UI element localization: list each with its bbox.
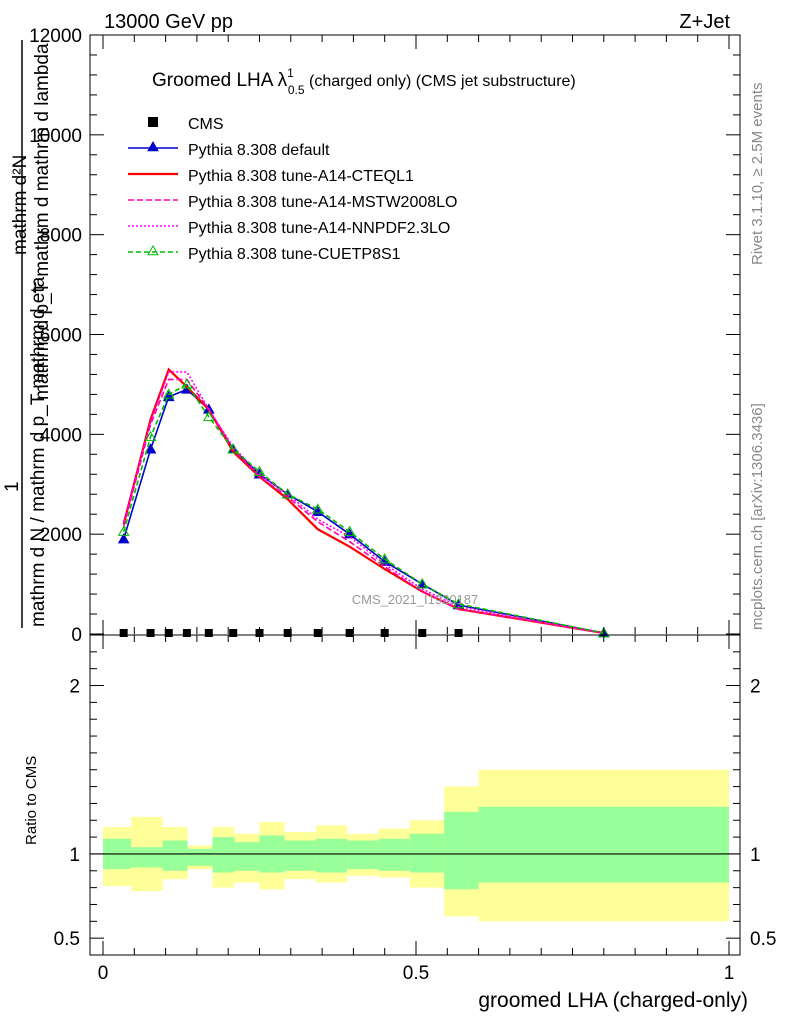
data-point-triangle	[378, 553, 391, 564]
cms-data-point	[345, 629, 354, 637]
data-point-triangle	[227, 443, 240, 454]
process-label: Z+Jet	[679, 11, 730, 33]
series-line	[122, 383, 604, 634]
ylabel-main-num-den: mathrm d p_T mathrm d mathrm d lambda	[32, 43, 53, 400]
legend-label: CMS	[188, 116, 224, 133]
data-point-triangle	[117, 533, 130, 544]
main-ytick-label: 10000	[29, 126, 82, 147]
legend-label: Pythia 8.308 tune-A14-NNPDF2.3LO	[188, 220, 450, 237]
data-point-triangle	[147, 244, 159, 256]
ratio-ytick-label-right: 2	[750, 677, 761, 698]
uncertainty-band-green	[378, 838, 410, 871]
uncertainty-band-green	[444, 811, 479, 890]
main-title-prefix: Groomed LHA	[152, 70, 278, 91]
watermark: CMS_2021_I1920187	[352, 592, 479, 607]
rivet-label: Rivet 3.1.10, ≥ 2.5M events	[749, 83, 766, 266]
main-title-sup: 1	[287, 66, 294, 80]
cms-data-point	[146, 629, 155, 637]
data-point-triangle	[144, 443, 157, 454]
ratio-plot-marks	[90, 769, 740, 922]
data-point-triangle	[162, 388, 175, 399]
uncertainty-band-green	[212, 837, 235, 873]
ratio-ytick-label-left: 0.5	[54, 929, 80, 950]
uncertainty-band-green	[409, 833, 445, 873]
ratio-ylabel: Ratio to CMS	[23, 756, 40, 845]
main-y-ticks: 0 2000 4000 6000 8000 10000 12000	[29, 26, 740, 646]
ratio-ytick-label-left: 1	[69, 845, 80, 866]
cms-data-point	[119, 629, 128, 637]
cms-data-point	[204, 629, 213, 637]
main-ytick-label: 4000	[40, 425, 82, 446]
cms-data-point	[164, 629, 173, 637]
data-point-triangle	[281, 488, 294, 499]
cms-data-point	[454, 629, 463, 637]
ratio-ytick-label-left: 2	[69, 677, 80, 698]
data-point-triangle	[452, 598, 465, 609]
uncertainty-band-green	[347, 840, 379, 870]
main-ytick-label: 6000	[40, 326, 82, 347]
xtick-label: 1	[724, 963, 735, 984]
cms-data-point	[229, 629, 238, 637]
main-title-lambda: λ	[278, 70, 288, 91]
data-point-triangle	[343, 525, 356, 536]
uncertainty-band-green	[234, 842, 260, 871]
energy-label: 13000 GeV pp	[104, 11, 233, 33]
ratio-plot-panel: 0.5 0.51 12 2 0 0.5 1 Ratio to CMS groomed LH…	[23, 35, 776, 1012]
uncertainty-band-green	[284, 840, 316, 871]
cms-data-point	[182, 629, 191, 637]
ylabel-main-num: mathrm d²N	[10, 155, 31, 255]
ratio-ytick-label-right: 0.5	[750, 929, 776, 950]
xtick-label: 0.5	[403, 963, 429, 984]
cms-data-point	[283, 629, 292, 637]
ratio-ytick-label-right: 1	[750, 845, 761, 866]
uncertainty-band-green	[131, 847, 163, 868]
main-ytick-label: 2000	[40, 525, 82, 546]
uncertainty-band-green	[162, 840, 188, 871]
ylabel-main-den: mathrm d N / mathrm d p_T mathrm d eta	[28, 276, 49, 627]
legend-label: Pythia 8.308 default	[188, 142, 330, 159]
data-point-triangle	[117, 525, 130, 536]
legend: CMS Pythia 8.308 default Pythia 8.308 tune…	[128, 116, 457, 263]
ratio-y-ticks: 0.5 0.5 1 1 2 2	[54, 651, 776, 950]
xtick-label: 0	[98, 963, 109, 984]
main-title-suffix: (charged only) (CMS jet substructure)	[305, 73, 576, 90]
main-plot-marks	[117, 367, 610, 638]
data-point-triangle	[253, 465, 266, 477]
uncertainty-band-green	[315, 838, 348, 873]
xlabel: groomed LHA (charged-only)	[478, 989, 748, 1012]
series-line	[122, 378, 604, 634]
ylabel-main-one: 1	[2, 481, 23, 492]
main-title: Groomed LHA λ1 0.5 (charged only) (CMS je…	[152, 66, 576, 97]
main-ytick-label: 12000	[29, 26, 82, 47]
data-point-triangle	[144, 430, 157, 442]
legend-label: Pythia 8.308 tune-A14-CTEQL1	[188, 168, 414, 185]
legend-label: Pythia 8.308 tune-A14-MSTW2008LO	[188, 194, 457, 211]
data-point-triangle	[147, 140, 159, 152]
cms-data-point	[418, 629, 427, 637]
data-point-triangle	[181, 378, 193, 389]
data-point-triangle	[311, 503, 324, 514]
data-point-triangle	[416, 578, 429, 589]
x-ticks: 0 0.5 1	[98, 35, 735, 984]
main-ytick-label: 0	[71, 625, 82, 646]
mcplots-label: mcplots.cern.ch [arXiv:1306.3436]	[749, 403, 766, 630]
ratio-plot-frame	[89, 634, 741, 956]
legend-label: Pythia 8.308 tune-CUETP8S1	[188, 246, 401, 263]
uncertainty-band-green	[187, 848, 213, 866]
main-plot-panel: 0 2000 4000 6000 8000 10000 12000 CMS_2021_I19…	[2, 26, 741, 646]
cms-data-point	[313, 629, 322, 637]
legend-marker	[148, 117, 158, 127]
main-ytick-label: 8000	[40, 226, 82, 247]
data-point-triangle	[202, 410, 215, 422]
main-title-sub: 0.5	[288, 83, 305, 97]
series-line	[122, 371, 604, 634]
uncertainty-band-green	[478, 806, 729, 883]
